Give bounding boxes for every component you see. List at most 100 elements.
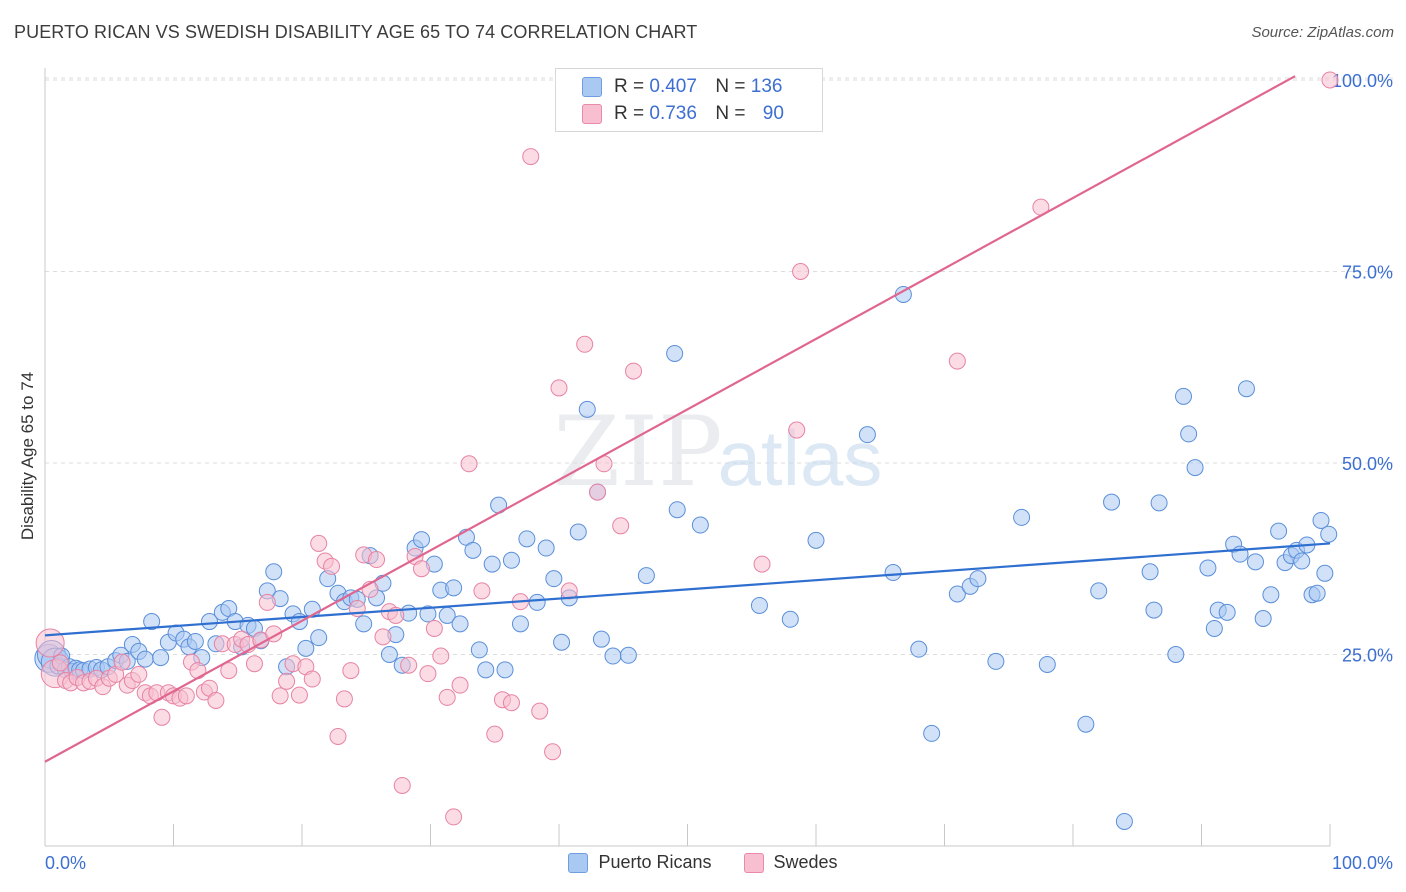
- data-point: [477, 661, 495, 679]
- data-point: [207, 691, 225, 709]
- legend-label-puerto-ricans: Puerto Ricans: [598, 852, 712, 872]
- data-point: [1293, 552, 1311, 570]
- data-point: [200, 613, 218, 631]
- data-point: [788, 421, 806, 439]
- data-point: [464, 541, 482, 559]
- data-point: [668, 501, 686, 519]
- data-point: [1320, 525, 1338, 543]
- y-tick-label: 25.0%: [1342, 646, 1393, 666]
- chart-title: PUERTO RICAN VS SWEDISH DISABILITY AGE 6…: [14, 22, 698, 42]
- tick-labels: 25.0% 50.0% 75.0% 100.0% 0.0% 100.0%: [45, 71, 1393, 873]
- data-point: [1270, 522, 1288, 540]
- source-label[interactable]: Source: ZipAtlas.com: [1251, 24, 1394, 41]
- data-point: [271, 687, 289, 705]
- data-point: [1218, 603, 1236, 621]
- data-point: [451, 676, 469, 694]
- data-point: [470, 641, 488, 659]
- data-point: [1175, 387, 1193, 405]
- data-point: [177, 687, 195, 705]
- axes: [44, 68, 1331, 847]
- x-tick-label: 0.0%: [45, 853, 86, 873]
- data-point: [1150, 494, 1168, 512]
- data-point: [550, 379, 568, 397]
- data-point: [335, 690, 353, 708]
- data-point: [948, 352, 966, 370]
- legend-r-label: R =: [614, 103, 645, 124]
- y-tick-label: 100.0%: [1332, 71, 1393, 91]
- data-point: [419, 605, 437, 623]
- data-point: [258, 593, 276, 611]
- data-point: [502, 551, 520, 569]
- data-point: [419, 665, 437, 683]
- legend-n-label: N =: [715, 76, 746, 97]
- data-point: [544, 743, 562, 761]
- data-point: [1312, 511, 1330, 529]
- data-point: [220, 662, 238, 680]
- data-point: [130, 665, 148, 683]
- data-point: [51, 654, 69, 672]
- legend-item-puerto-ricans[interactable]: Puerto Ricans: [568, 852, 712, 873]
- data-point: [753, 555, 771, 573]
- legend-r-value-pink: 0.736: [649, 103, 697, 124]
- data-point: [368, 551, 386, 569]
- data-point: [297, 639, 315, 657]
- data-point: [413, 531, 431, 549]
- data-point: [143, 613, 161, 631]
- data-point: [1246, 553, 1264, 571]
- data-point: [1308, 584, 1326, 602]
- data-point: [604, 647, 622, 665]
- data-point: [473, 582, 491, 600]
- data-point: [750, 596, 768, 614]
- data-point: [781, 610, 799, 628]
- data-point: [637, 567, 655, 585]
- data-point: [310, 629, 328, 647]
- data-point: [323, 557, 341, 575]
- data-point: [35, 628, 65, 658]
- data-point: [537, 539, 555, 557]
- data-point: [969, 570, 987, 588]
- data-point: [425, 619, 443, 637]
- data-point: [189, 662, 207, 680]
- legend-swatch-pink: [582, 104, 602, 124]
- legend-item-swedes[interactable]: Swedes: [743, 852, 838, 873]
- data-point: [522, 148, 540, 166]
- legend-swatch-blue: [582, 77, 602, 97]
- legend-n-value-pink: 90: [762, 103, 784, 124]
- data-point: [948, 585, 966, 603]
- data-point: [691, 516, 709, 534]
- data-point: [1321, 71, 1339, 89]
- y-tick-label: 75.0%: [1342, 263, 1393, 283]
- data-point: [545, 570, 563, 588]
- data-point: [290, 686, 308, 704]
- data-point: [858, 426, 876, 444]
- data-point: [329, 727, 347, 745]
- data-point: [1205, 619, 1223, 637]
- grid-lines: [45, 77, 1395, 655]
- y-tick-label: 50.0%: [1342, 454, 1393, 474]
- data-point: [666, 344, 684, 362]
- data-point: [1115, 812, 1133, 830]
- data-point: [400, 656, 418, 674]
- data-point: [186, 632, 204, 650]
- data-point: [152, 649, 170, 667]
- data-points: [34, 71, 1339, 830]
- data-point: [310, 534, 328, 552]
- data-point: [245, 655, 263, 673]
- data-point: [1167, 646, 1185, 663]
- data-point: [445, 579, 463, 597]
- data-point: [1090, 582, 1108, 600]
- data-point: [576, 335, 594, 353]
- data-point: [380, 646, 398, 663]
- trend-lines: [44, 75, 1331, 763]
- data-point: [1077, 715, 1095, 733]
- data-point: [612, 517, 630, 535]
- data-point: [1186, 459, 1204, 477]
- legend-r-value-blue: 0.407: [649, 76, 697, 97]
- data-point: [619, 646, 637, 664]
- data-point: [625, 362, 643, 380]
- data-point: [432, 647, 450, 665]
- data-point: [445, 808, 463, 826]
- data-point: [531, 702, 549, 720]
- data-point: [1038, 655, 1056, 673]
